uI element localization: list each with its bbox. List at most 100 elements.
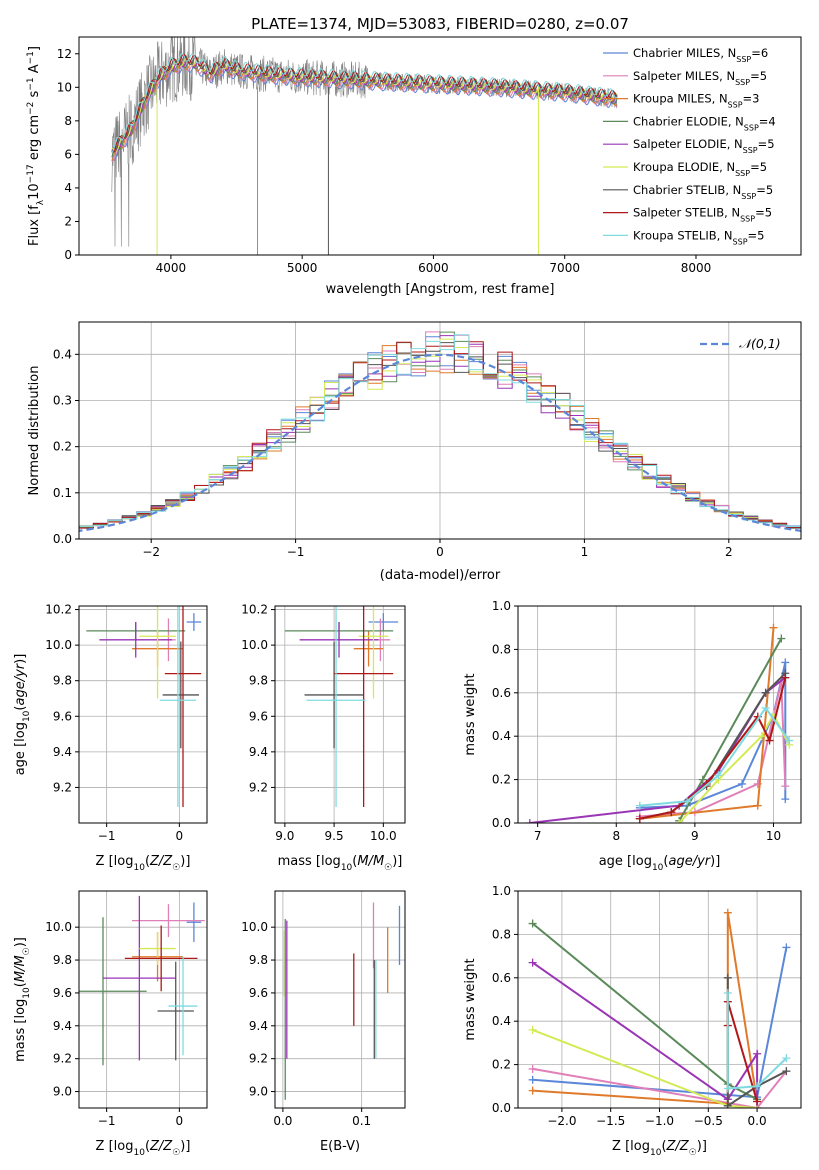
y-tick-label: 0.0 xyxy=(53,532,72,546)
y-tick-label: 9.2 xyxy=(249,780,268,794)
label-part: ☉ xyxy=(22,947,32,955)
y-tick-label: 9.4 xyxy=(53,1019,72,1033)
x-tick-label: 6000 xyxy=(418,261,449,275)
y-tick-label: 9.0 xyxy=(249,1085,268,1099)
weight-marker-salpeter-stelib xyxy=(635,814,644,823)
label-part: 10 xyxy=(133,1148,145,1158)
y-tick-label: 8 xyxy=(64,114,72,128)
x-tick-label: 8 xyxy=(612,829,620,843)
weight-marker-salpeter-stelib xyxy=(765,736,774,745)
label-part: Chabrier MILES, N xyxy=(633,46,736,60)
x-axis-label: E(B-V) xyxy=(320,1139,360,1154)
legend-label-salpeter-miles: Salpeter MILES, NSSP=5 xyxy=(633,69,767,87)
label-part: Z/Z xyxy=(149,854,173,869)
y-tick-label: 9.4 xyxy=(53,745,72,759)
label-part: Z [log xyxy=(96,854,134,869)
y-tick-label: 0.4 xyxy=(492,1014,511,1028)
label-part: ( xyxy=(13,982,28,987)
x-axis-label: age [log10(age/yr)] xyxy=(599,854,721,873)
x-tick-label: −2.0 xyxy=(547,1114,576,1128)
label-part: A xyxy=(27,64,42,77)
axes-frame xyxy=(78,36,802,256)
label-part: )] xyxy=(13,654,28,664)
y-tick-label: 12 xyxy=(57,47,72,61)
label-part: SSP xyxy=(728,100,743,109)
x-tick-label: 7000 xyxy=(549,261,580,275)
y-tick-label: 10.0 xyxy=(45,638,72,652)
label-part: =4 xyxy=(759,114,776,128)
y-tick-label: 9.6 xyxy=(53,709,72,723)
y-axis-label: mass weight xyxy=(463,958,478,1040)
label-part: 10 xyxy=(652,863,664,873)
label-part: ☉ xyxy=(172,1148,180,1158)
y-tick-label: 9.6 xyxy=(249,986,268,1000)
y-tick-label: 1.0 xyxy=(492,599,511,613)
y-tick-label: 0.6 xyxy=(492,971,511,985)
legend-label-kroupa-miles: Kroupa MILES, NSSP=3 xyxy=(633,92,759,110)
y-tick-label: 10.0 xyxy=(45,920,72,934)
y-axis-label: Flux [fλ10−17 erg cm−2 s−1 A−1] xyxy=(26,46,46,246)
y-tick-label: 4 xyxy=(64,181,72,195)
x-tick-label: 9.0 xyxy=(275,829,294,843)
weight-marker-chabrier-miles xyxy=(781,658,790,667)
label-part: 10 xyxy=(22,710,32,722)
y-tick-label: 1.0 xyxy=(492,884,511,898)
y-axis-label: mass weight xyxy=(463,673,478,755)
errorbar-salpeter-stelib xyxy=(164,606,202,807)
label-part: M/M xyxy=(357,854,384,869)
label-part: s xyxy=(27,90,42,101)
weight-marker-chabrier-elodie xyxy=(528,919,537,928)
label-part: ( xyxy=(661,1139,666,1154)
axes-frame xyxy=(274,605,406,824)
label-part: age [log xyxy=(13,722,28,775)
weight-line-salpeter-elodie xyxy=(532,961,759,1108)
x-tick-label: 4000 xyxy=(156,261,187,275)
plot-area xyxy=(528,908,791,1108)
errorbar-chabrier-stelib xyxy=(304,641,364,749)
plot-area xyxy=(525,623,794,823)
y-tick-label: 9.4 xyxy=(249,1019,268,1033)
x-tick-label: −2 xyxy=(142,545,160,559)
label-part: =3 xyxy=(743,92,760,106)
weight-marker-salpeter-elodie xyxy=(528,958,537,967)
weight-marker-chabrier-elodie xyxy=(777,634,786,643)
x-tick-label: 2 xyxy=(725,545,733,559)
weight-marker-kroupa-miles xyxy=(753,801,762,810)
label-part: ☉ xyxy=(689,1148,697,1158)
weight-marker-chabrier-stelib xyxy=(723,1101,732,1108)
weight-marker-chabrier-miles xyxy=(528,1075,537,1084)
label-part: 10 xyxy=(27,183,42,200)
mass-vs-z-panel: −1 09.09.29.49.69.810.0Z [log10(Z/Z☉)]mas… xyxy=(13,890,208,1158)
label-part: −1 xyxy=(26,51,36,64)
x-tick-label: 7 xyxy=(534,829,542,843)
axes-frame xyxy=(274,890,406,1109)
label-part: Z/Z xyxy=(149,1139,173,1154)
y-tick-label: 0 xyxy=(64,248,72,262)
y-tick-label: 10.0 xyxy=(241,638,268,652)
y-tick-label: 9.8 xyxy=(249,674,268,688)
residual-panel: −2 −1 0 1 2 0.0 0.1 0.2 0.3 0.4 𝒩(0,1) (data-model)… xyxy=(27,321,802,583)
y-tick-label: 9.0 xyxy=(53,1085,72,1099)
weight-marker-salpeter-stelib xyxy=(753,1097,762,1106)
label-part: SSP xyxy=(735,169,750,178)
mass-vs-ebv-panel: 0.0 0.1 9.0 9.2 9.4 9.6 9.8 10.0 E(B-V) xyxy=(241,890,406,1154)
y-tick-label: 10.0 xyxy=(241,920,268,934)
errorbar-salpeter-elodie xyxy=(99,622,173,658)
x-tick-label: −1 xyxy=(98,829,116,843)
label-part: −2 xyxy=(26,102,36,115)
model-spectrum-salpeter-elodie xyxy=(111,57,618,153)
weight-marker-kroupa-elodie xyxy=(675,819,684,823)
x-tick-label: −0.5 xyxy=(694,1114,723,1128)
label-part: Salpeter STELIB, N xyxy=(633,206,740,220)
weight-marker-salpeter-elodie xyxy=(525,819,534,823)
y-tick-label: 0.6 xyxy=(492,686,511,700)
label-part: ( xyxy=(663,854,668,869)
x-tick-label: 10.0 xyxy=(370,829,397,843)
label-part: SSP xyxy=(733,237,748,246)
plot-area xyxy=(111,37,618,255)
y-tick-label: 0.8 xyxy=(492,927,511,941)
y-tick-label: 6 xyxy=(64,147,72,161)
label-part: λ xyxy=(36,199,46,205)
